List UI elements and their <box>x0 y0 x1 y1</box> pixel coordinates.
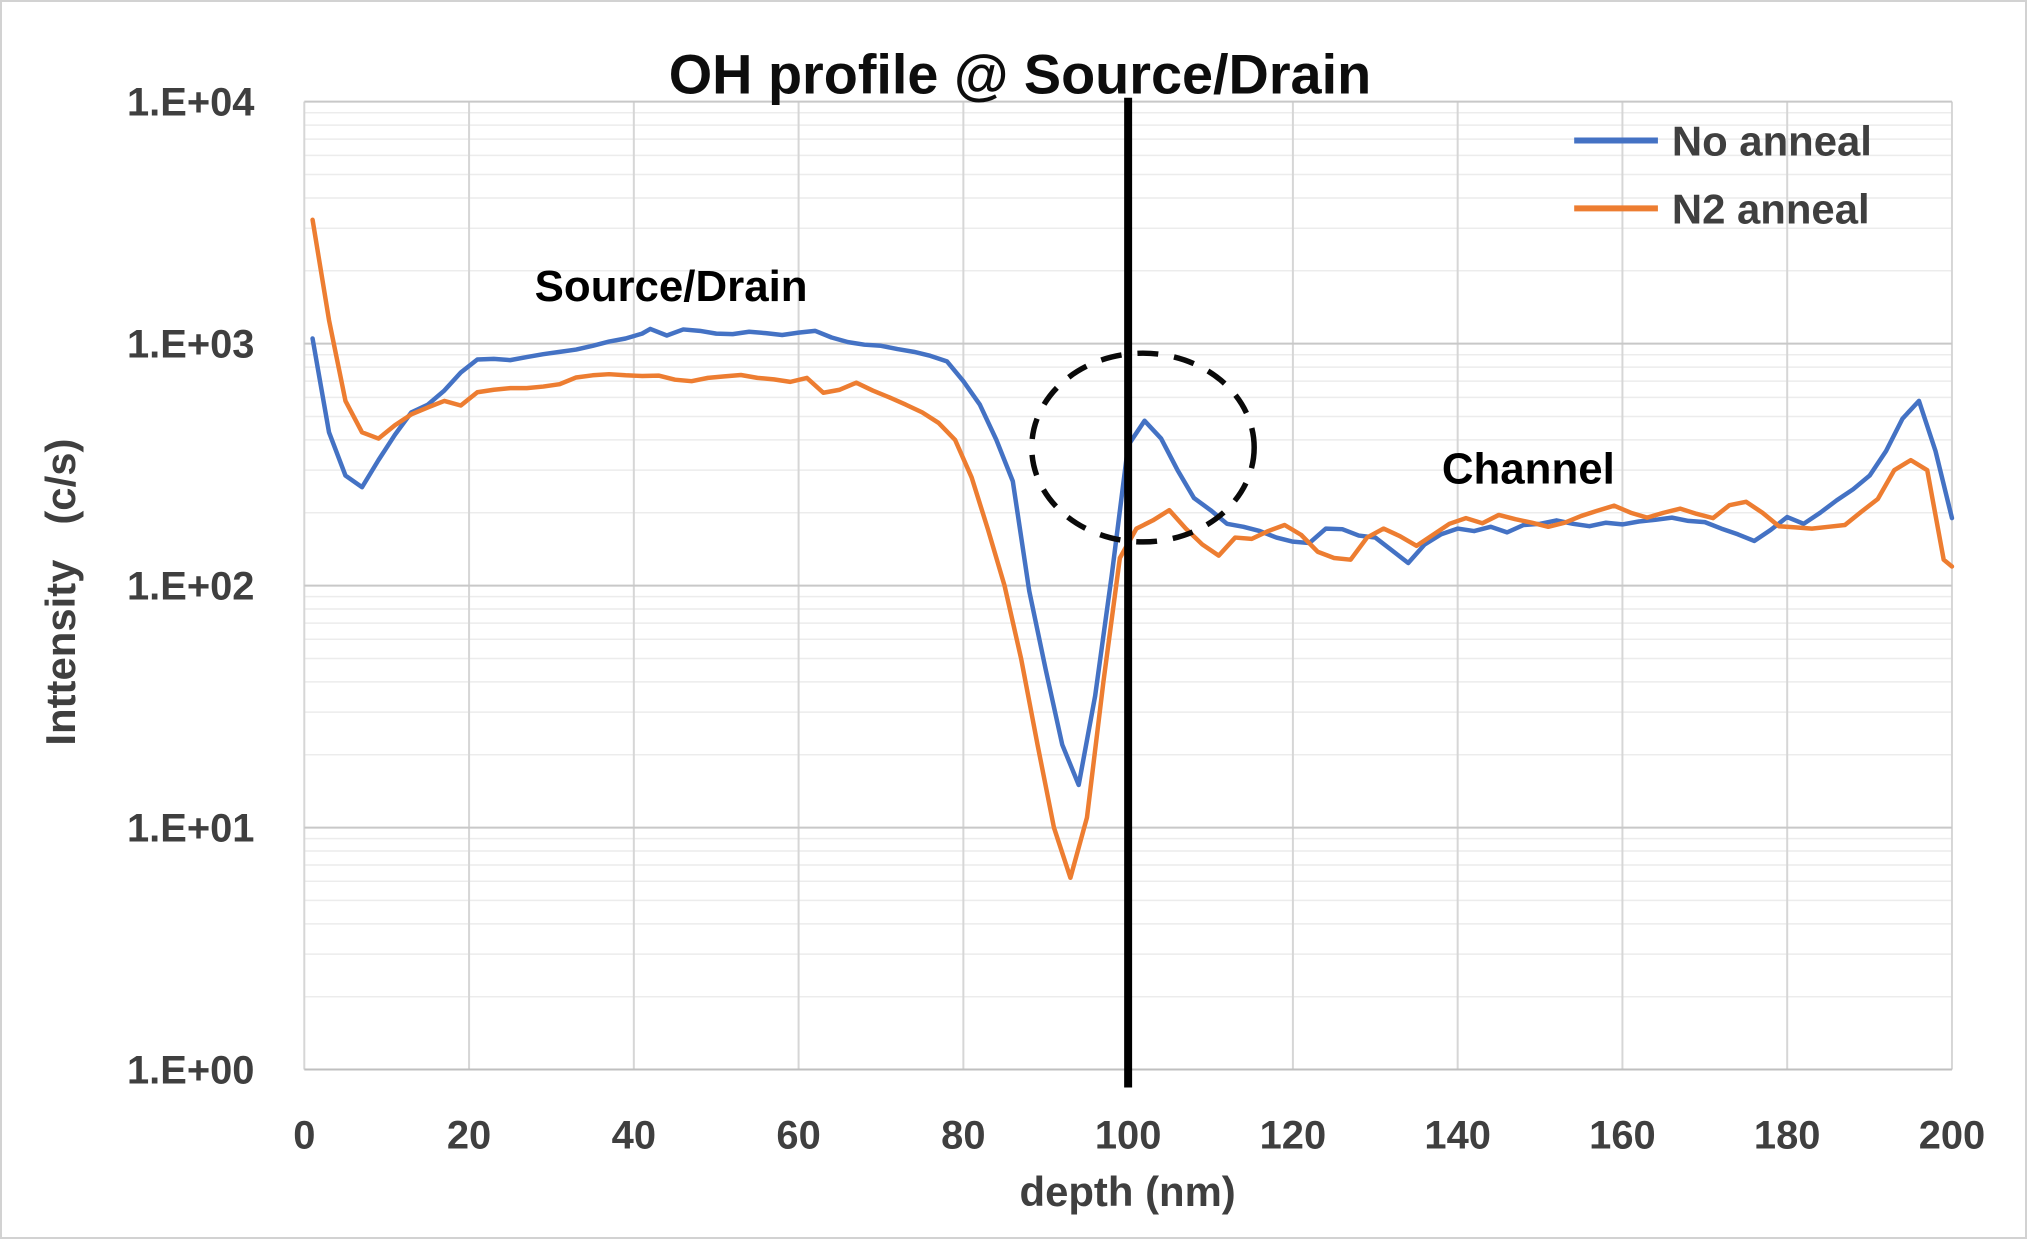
x-tick-label: 60 <box>776 1113 820 1157</box>
y-tick-label: 1.E+03 <box>127 323 254 367</box>
annotation-source-drain: Source/Drain <box>535 262 808 311</box>
y-tick-label: 1.E+01 <box>127 807 254 851</box>
x-tick-label: 120 <box>1260 1113 1327 1157</box>
series-line-n2-anneal[interactable] <box>310 217 1955 881</box>
x-tick-label: 100 <box>1095 1113 1162 1157</box>
x-tick-label: 20 <box>447 1113 491 1157</box>
legend-label-no-anneal[interactable]: No anneal <box>1672 118 1872 165</box>
x-tick-label: 0 <box>293 1113 315 1157</box>
chart-title: OH profile @ Source/Drain <box>669 43 1371 106</box>
annotation-shapes <box>1028 97 1257 1088</box>
y-axis-tick-labels: 1.E+00 1.E+01 1.E+02 1.E+03 1.E+04 <box>127 81 254 1093</box>
x-tick-label: 40 <box>612 1113 656 1157</box>
x-tick-label: 80 <box>941 1113 985 1157</box>
annotation-channel: Channel <box>1442 444 1615 493</box>
x-tick-label: 180 <box>1754 1113 1821 1157</box>
legend-label-n2-anneal[interactable]: N2 anneal <box>1672 185 1870 232</box>
y-tick-label: 1.E+04 <box>127 81 254 125</box>
y-axis-title: Inttensity (c/s) <box>37 439 84 746</box>
y-tick-label: 1.E+02 <box>127 565 254 609</box>
x-tick-label: 140 <box>1424 1113 1491 1157</box>
x-axis-tick-labels: 0 20 40 60 80 100 120 140 160 180 200 <box>293 1113 1985 1157</box>
highlight-circle <box>1028 350 1257 545</box>
x-tick-label: 200 <box>1919 1113 1986 1157</box>
x-axis-title: depth (nm) <box>1020 1168 1236 1215</box>
y-tick-label: 1.E+00 <box>127 1048 254 1092</box>
series-lines <box>310 217 1955 881</box>
x-tick-label: 160 <box>1589 1113 1656 1157</box>
